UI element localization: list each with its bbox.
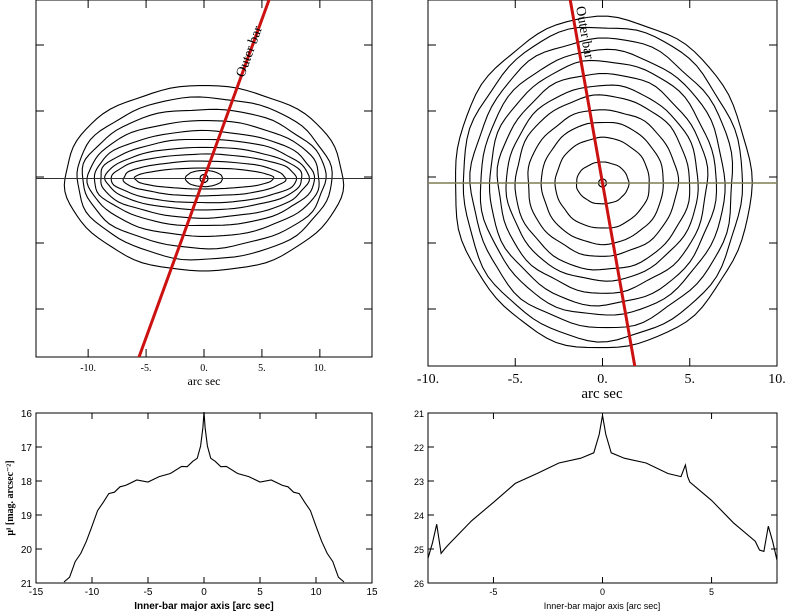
y-tick-label: 21 <box>21 579 33 590</box>
x-tick-label: 10. <box>314 363 327 374</box>
contours-left-panel: -10. -5. 0. 5. 10. <box>36 0 372 374</box>
x-tick-label: -5 <box>489 587 497 597</box>
x-tick-label: -10. <box>80 363 96 374</box>
x-tick-label: 0 <box>201 587 207 598</box>
profile-line <box>63 411 345 583</box>
x-tick-label: 5. <box>685 372 696 387</box>
profile-right-panel: -5 0 5 21 22 23 24 25 26 <box>414 409 778 597</box>
profile-left-ylabel: μᴵ [mag. arcsec⁻²] <box>5 460 16 535</box>
contours-right-xlabel: arc sec <box>581 386 623 402</box>
x-tick-label: -10 <box>85 587 100 598</box>
y-tick-label: 26 <box>414 579 424 589</box>
y-tick-label: 17 <box>21 443 33 454</box>
y-tick-label: 22 <box>414 443 424 453</box>
x-tick-label: 5. <box>258 363 266 374</box>
outer-bar-line <box>137 0 271 357</box>
profile-line <box>427 415 778 561</box>
x-tick-label: 5 <box>257 587 263 598</box>
x-tick-label: 5 <box>709 587 714 597</box>
x-tick-label: 10 <box>310 587 322 598</box>
y-tick-label: 23 <box>414 477 424 487</box>
y-tick-label: 21 <box>414 409 424 419</box>
x-tick-label: -15 <box>29 587 44 598</box>
outer-bar-line <box>568 0 637 366</box>
x-tick-label: 15 <box>366 587 378 598</box>
panel-frame-profile-left <box>35 412 373 584</box>
profile-left-xlabel: Inner-bar major axis [arc sec] <box>134 601 274 612</box>
y-tick-label: 16 <box>21 409 33 420</box>
x-tick-label: 10. <box>768 372 786 387</box>
panel-frame-profile-right <box>427 412 778 584</box>
contours-right-panel: -10. -5. 0. 5. 10. <box>417 0 786 387</box>
y-tick-label: 20 <box>21 545 33 556</box>
profile-right-xlabel: Inner-bar major axis [arc sec] <box>544 601 661 611</box>
y-tick-label: 19 <box>21 511 33 522</box>
y-tick-label: 25 <box>414 545 424 555</box>
x-tick-label: 0 <box>600 587 605 597</box>
x-tick-label: 0. <box>200 363 208 374</box>
contours-left-annotation: Outer bar <box>234 24 266 79</box>
x-tick-label: -5. <box>141 363 152 374</box>
contours-left-xlabel: arc sec <box>188 374 221 388</box>
profile-left-panel: -15 -10 -5 0 5 10 15 16 17 18 19 20 21 <box>21 409 378 598</box>
x-tick-label: -10. <box>417 372 439 387</box>
y-tick-label: 18 <box>21 477 33 488</box>
x-tick-label: -5 <box>144 587 153 598</box>
y-tick-label: 24 <box>414 511 424 521</box>
x-tick-label: -5. <box>508 372 523 387</box>
x-tick-label: 0. <box>597 372 608 387</box>
